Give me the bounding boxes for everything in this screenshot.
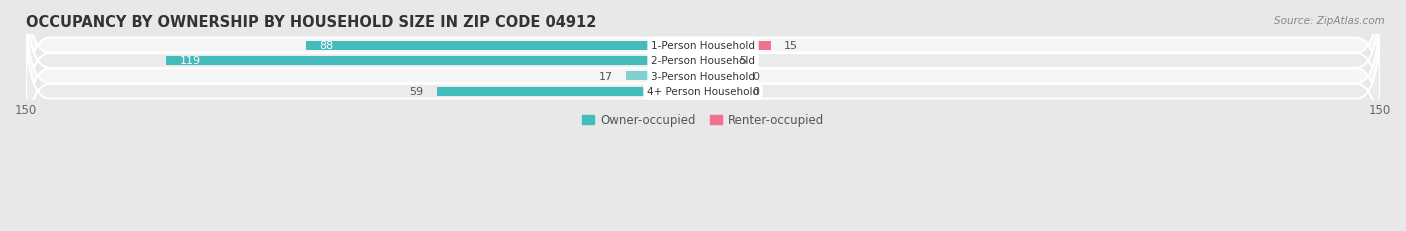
Text: 2-Person Household: 2-Person Household <box>651 56 755 66</box>
FancyBboxPatch shape <box>27 3 1379 149</box>
Text: 5: 5 <box>740 56 747 66</box>
Bar <box>703 87 740 96</box>
Bar <box>703 41 770 50</box>
Bar <box>437 87 703 96</box>
Text: 1-Person Household: 1-Person Household <box>651 41 755 51</box>
FancyBboxPatch shape <box>27 0 1379 119</box>
Bar <box>703 57 725 66</box>
Text: Source: ZipAtlas.com: Source: ZipAtlas.com <box>1274 16 1385 26</box>
Text: 17: 17 <box>599 72 613 82</box>
Bar <box>626 72 703 81</box>
Text: OCCUPANCY BY OWNERSHIP BY HOUSEHOLD SIZE IN ZIP CODE 04912: OCCUPANCY BY OWNERSHIP BY HOUSEHOLD SIZE… <box>27 15 596 30</box>
Text: 0: 0 <box>752 87 759 97</box>
Text: 59: 59 <box>409 87 423 97</box>
Legend: Owner-occupied, Renter-occupied: Owner-occupied, Renter-occupied <box>578 109 828 131</box>
FancyBboxPatch shape <box>27 0 1379 134</box>
Bar <box>307 41 703 50</box>
Bar <box>166 57 703 66</box>
FancyBboxPatch shape <box>27 19 1379 165</box>
Text: 3-Person Household: 3-Person Household <box>651 72 755 82</box>
Text: 88: 88 <box>319 41 333 51</box>
Text: 0: 0 <box>752 72 759 82</box>
Text: 4+ Person Household: 4+ Person Household <box>647 87 759 97</box>
Text: 15: 15 <box>785 41 799 51</box>
Bar <box>703 72 740 81</box>
Text: 119: 119 <box>180 56 201 66</box>
